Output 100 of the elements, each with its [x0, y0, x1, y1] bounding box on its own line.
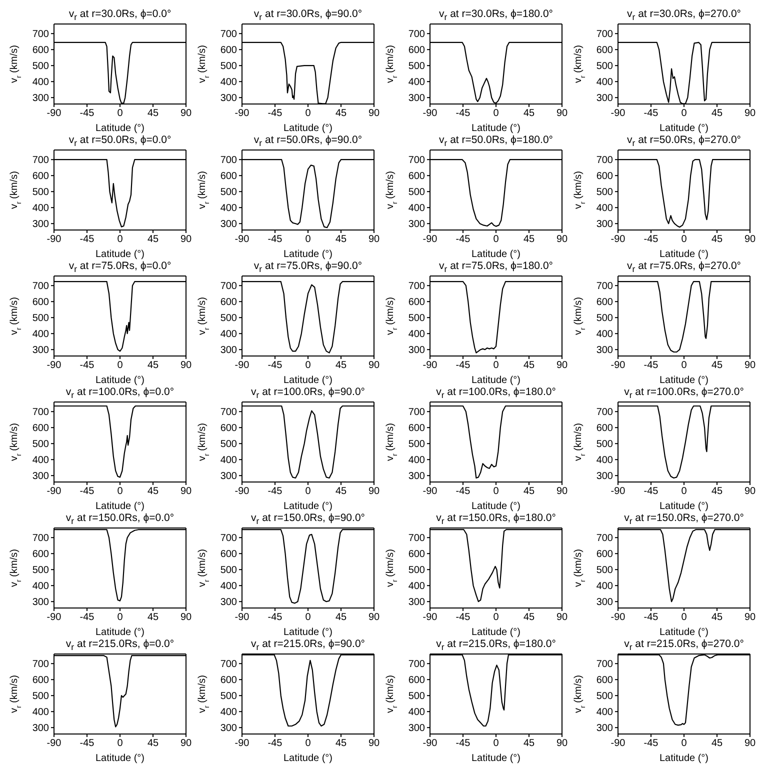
y-tick-label: 600	[596, 423, 614, 434]
chart-title: v$_{r}$ at r=50.0Rs, ϕ=90.0°	[252, 134, 364, 148]
y-tick-label: 600	[596, 549, 614, 560]
x-tick-label: -90	[234, 108, 250, 120]
y-tick-label: 700	[596, 281, 614, 292]
y-tick-label: 700	[32, 155, 50, 166]
y-tick-label: 500	[32, 313, 50, 324]
y-tick-label: 400	[408, 329, 426, 340]
x-tick-label: -90	[46, 234, 62, 246]
y-tick-label: 600	[596, 297, 614, 308]
y-tick-label: 500	[220, 313, 238, 324]
x-tick-label: 90	[744, 738, 756, 750]
chart-title: v$_{r}$ at r=30.0Rs, ϕ=270.0°	[626, 8, 742, 22]
x-tick-label: 45	[147, 360, 159, 372]
y-tick-label: 700	[596, 659, 614, 670]
y-tick-label: 700	[408, 533, 426, 544]
y-tick-label: 700	[408, 659, 426, 670]
x-tick-label: 90	[368, 234, 380, 246]
chart-title: v$_{r}$ at r=30.0Rs, ϕ=180.0°	[438, 8, 554, 22]
x-axis-title: Latitude (°)	[471, 753, 521, 764]
x-tick-label: -90	[422, 360, 438, 372]
y-tick-label: 600	[220, 423, 238, 434]
y-tick-label: 400	[596, 203, 614, 214]
x-tick-label: 0	[117, 234, 124, 246]
x-tick-label: 45	[711, 108, 723, 120]
x-axis-title: Latitude (°)	[283, 375, 333, 386]
y-tick-label: 300	[220, 345, 238, 356]
y-tick-label: 300	[32, 723, 50, 734]
x-tick-label: 45	[523, 486, 535, 498]
y-tick-label: 300	[32, 345, 50, 356]
y-tick-label: 600	[408, 45, 426, 56]
x-tick-label: 90	[744, 486, 756, 498]
y-tick-label: 400	[408, 581, 426, 592]
y-tick-label: 600	[220, 171, 238, 182]
y-tick-label: 700	[220, 281, 238, 292]
y-tick-label: 300	[32, 597, 50, 608]
x-tick-label: 0	[681, 738, 688, 750]
y-tick-label: 600	[220, 45, 238, 56]
y-tick-label: 500	[220, 61, 238, 72]
y-tick-label: 500	[596, 439, 614, 450]
x-tick-label: -45	[80, 738, 95, 750]
x-tick-label: 45	[523, 360, 535, 372]
y-tick-label: 500	[408, 187, 426, 198]
x-tick-label: 45	[523, 612, 535, 624]
y-tick-label: 300	[596, 93, 614, 104]
y-tick-label: 600	[220, 549, 238, 560]
y-tick-label: 400	[220, 455, 238, 466]
y-tick-label: 600	[596, 171, 614, 182]
x-tick-label: -45	[268, 108, 283, 120]
x-axis-title: Latitude (°)	[659, 375, 709, 386]
chart-title: v$_{r}$ at r=75.0Rs, ϕ=0.0°	[68, 260, 172, 274]
y-tick-label: 400	[596, 329, 614, 340]
x-tick-label: -90	[422, 108, 438, 120]
y-tick-label: 700	[220, 659, 238, 670]
line-series	[618, 405, 750, 479]
y-tick-label: 500	[32, 691, 50, 702]
y-tick-label: 400	[408, 77, 426, 88]
x-tick-label: 0	[305, 612, 312, 624]
y-tick-label: 700	[32, 407, 50, 418]
x-tick-label: 45	[523, 108, 535, 120]
x-tick-label: 90	[180, 360, 192, 372]
x-tick-label: -45	[268, 360, 283, 372]
y-tick-label: 700	[596, 407, 614, 418]
y-tick-label: 500	[32, 439, 50, 450]
y-tick-label: 400	[596, 581, 614, 592]
chart-title: v$_{r}$ at r=100.0Rs, ϕ=0.0°	[64, 386, 176, 400]
y-tick-label: 400	[596, 455, 614, 466]
y-tick-label: 300	[408, 345, 426, 356]
y-tick-label: 400	[408, 455, 426, 466]
x-tick-label: 90	[556, 612, 568, 624]
chart-title: v$_{r}$ at r=150.0Rs, ϕ=180.0°	[435, 512, 557, 526]
y-tick-label: 400	[596, 77, 614, 88]
x-tick-label: 0	[681, 486, 688, 498]
x-tick-label: -45	[456, 234, 471, 246]
y-tick-label: 400	[220, 581, 238, 592]
x-tick-label: 90	[744, 360, 756, 372]
x-tick-label: 45	[147, 108, 159, 120]
chart-title: v$_{r}$ at r=215.0Rs, ϕ=0.0°	[64, 638, 176, 652]
x-tick-label: -90	[422, 612, 438, 624]
y-tick-label: 400	[220, 329, 238, 340]
y-tick-label: 500	[596, 565, 614, 576]
y-tick-label: 600	[596, 675, 614, 686]
y-tick-label: 700	[408, 29, 426, 40]
x-tick-label: 0	[681, 612, 688, 624]
y-tick-label: 600	[220, 675, 238, 686]
y-tick-label: 300	[220, 471, 238, 482]
x-tick-label: -90	[234, 612, 250, 624]
x-axis-title: Latitude (°)	[95, 753, 145, 764]
x-tick-label: 0	[305, 234, 312, 246]
chart-title: v$_{r}$ at r=150.0Rs, ϕ=90.0°	[250, 512, 366, 526]
x-axis-title: Latitude (°)	[95, 627, 145, 638]
x-axis-title: Latitude (°)	[95, 375, 145, 386]
x-tick-label: 45	[711, 486, 723, 498]
x-axis-title: Latitude (°)	[471, 123, 521, 134]
y-tick-label: 600	[32, 45, 50, 56]
y-tick-label: 500	[596, 313, 614, 324]
y-tick-label: 400	[32, 77, 50, 88]
y-tick-label: 400	[32, 707, 50, 718]
x-tick-label: 90	[744, 234, 756, 246]
x-axis-title: Latitude (°)	[283, 123, 333, 134]
